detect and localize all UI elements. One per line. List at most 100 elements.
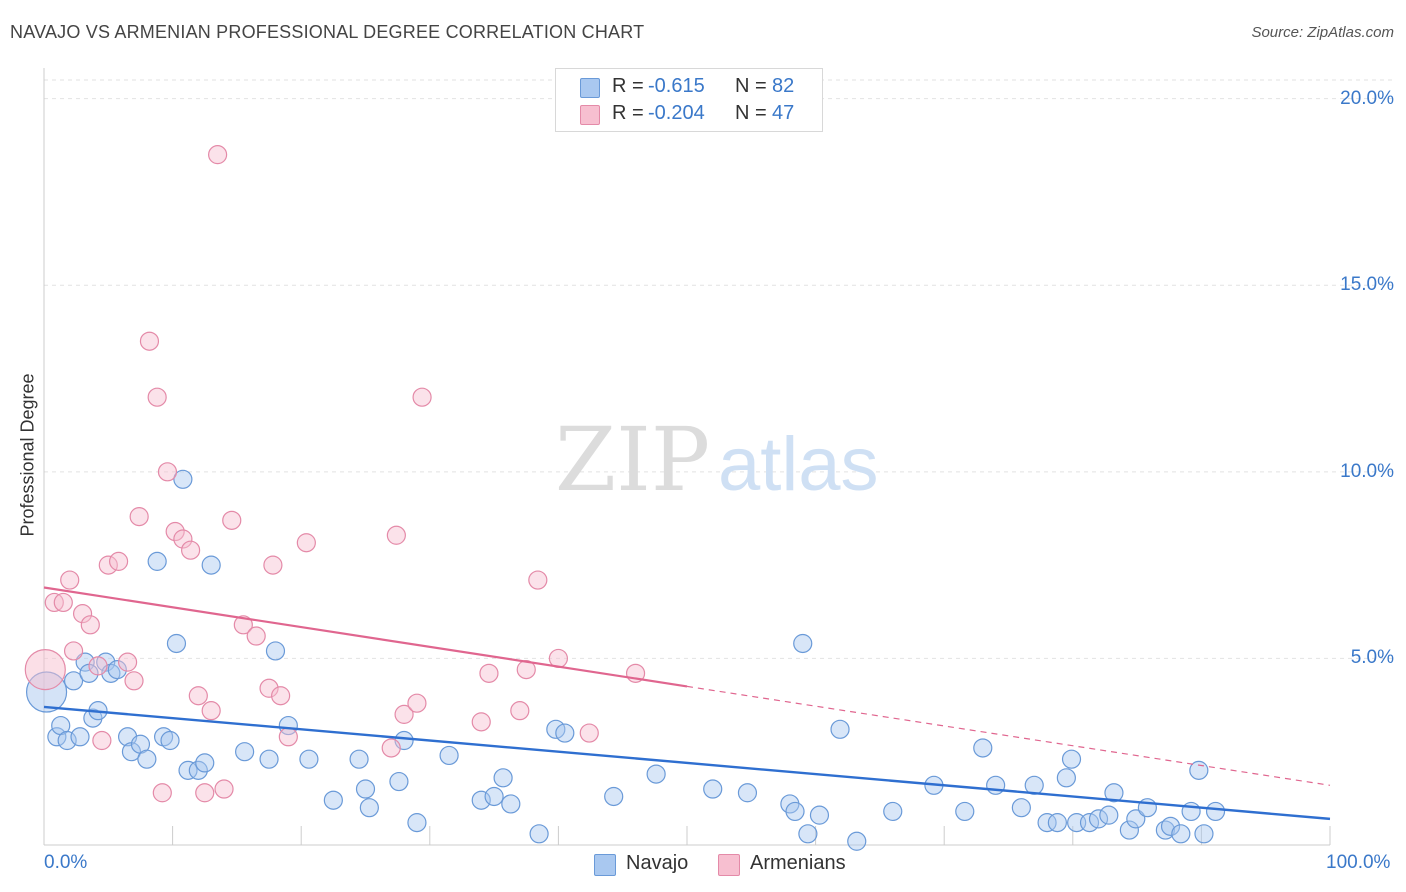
point-navajo xyxy=(178,760,198,780)
point-navajo xyxy=(137,749,157,769)
point-armenians xyxy=(233,615,253,635)
point-armenians xyxy=(381,738,401,758)
point-armenians xyxy=(296,533,316,553)
point-navajo xyxy=(883,801,903,822)
legend-n-value: 82 xyxy=(772,75,795,97)
point-navajo xyxy=(1047,813,1067,833)
point-navajo xyxy=(493,768,513,788)
trend-line-navajo xyxy=(43,705,1331,821)
point-armenians xyxy=(24,649,66,691)
point-armenians xyxy=(157,462,178,482)
point-armenians xyxy=(63,641,84,661)
point-armenians xyxy=(165,521,185,542)
trend-lines xyxy=(43,586,1331,821)
grid-lines xyxy=(44,79,1395,659)
point-navajo xyxy=(484,786,504,807)
point-armenians xyxy=(201,701,221,721)
point-navajo xyxy=(1037,813,1057,833)
point-navajo xyxy=(389,771,409,792)
point-armenians xyxy=(471,712,491,732)
legend-n-label: N = xyxy=(735,75,767,97)
point-navajo xyxy=(1171,824,1191,844)
point-navajo xyxy=(278,715,298,736)
watermark-atlas: atlas xyxy=(718,422,879,507)
y-axis-label: Professional Degree xyxy=(17,373,38,537)
y-tick-label: 20.0% xyxy=(1340,87,1394,109)
point-armenians xyxy=(53,592,73,613)
point-navajo xyxy=(1099,805,1119,825)
point-armenians xyxy=(271,686,291,706)
legend-swatch-armenians xyxy=(580,105,600,125)
point-navajo xyxy=(1155,820,1175,840)
watermark-zip: ZIP xyxy=(555,408,710,511)
point-armenians xyxy=(124,671,144,691)
point-navajo xyxy=(1011,798,1031,818)
point-navajo xyxy=(201,555,221,575)
point-navajo xyxy=(75,652,95,672)
point-armenians xyxy=(108,551,129,571)
point-navajo xyxy=(1104,783,1124,803)
point-navajo xyxy=(1088,809,1109,829)
y-tick-label: 10.0% xyxy=(1340,460,1394,482)
point-navajo xyxy=(265,641,286,661)
point-navajo xyxy=(785,801,805,822)
point-navajo xyxy=(1056,768,1076,788)
point-navajo xyxy=(323,790,343,810)
point-navajo xyxy=(107,660,127,680)
axes xyxy=(43,68,1331,846)
point-armenians xyxy=(394,704,414,724)
bottom-legend-swatch-armenians xyxy=(718,854,740,876)
source-label: Source: ZipAtlas.com xyxy=(1251,24,1394,41)
point-armenians xyxy=(208,145,228,165)
point-navajo xyxy=(847,831,867,851)
point-navajo xyxy=(173,469,193,489)
y-tick-label: 15.0% xyxy=(1340,274,1394,296)
bottom-legend-label-armenians: Armenians xyxy=(750,852,846,874)
point-armenians xyxy=(173,529,193,549)
point-navajo xyxy=(299,749,319,769)
x-tick-min: 0.0% xyxy=(44,852,88,873)
point-navajo xyxy=(830,719,850,739)
watermark: ZIP atlas xyxy=(555,408,879,511)
point-navajo xyxy=(70,727,90,747)
point-armenians xyxy=(386,525,406,545)
point-armenians xyxy=(222,510,242,530)
point-navajo xyxy=(57,730,77,751)
point-armenians xyxy=(88,656,108,676)
legend-r-label: R = xyxy=(612,75,644,97)
point-navajo xyxy=(439,745,459,766)
stats-legend: R = -0.615 N = 82 R = -0.204 N = 47 xyxy=(555,68,823,132)
point-navajo xyxy=(1205,801,1226,822)
bottom-legend-label-navajo: Navajo xyxy=(626,852,689,874)
point-navajo xyxy=(1126,809,1146,829)
data-points xyxy=(24,145,1226,851)
x-tick-max: 100.0% xyxy=(1326,852,1391,873)
point-armenians xyxy=(129,507,149,527)
point-navajo xyxy=(955,801,975,822)
point-armenians xyxy=(60,570,80,590)
trend-line-armenians xyxy=(43,586,688,688)
point-navajo xyxy=(973,738,993,758)
point-navajo xyxy=(809,805,830,825)
point-navajo xyxy=(147,551,167,571)
point-armenians xyxy=(195,783,215,803)
y-tick-label: 5.0% xyxy=(1350,647,1394,669)
point-navajo xyxy=(529,824,549,844)
point-navajo xyxy=(166,633,187,654)
point-armenians xyxy=(579,723,599,743)
point-navajo xyxy=(1119,820,1139,840)
point-armenians xyxy=(263,555,283,575)
point-navajo xyxy=(188,760,208,780)
point-navajo xyxy=(259,749,279,769)
point-armenians xyxy=(188,686,208,706)
legend-r-value: -0.615 xyxy=(648,75,705,97)
point-armenians xyxy=(147,387,167,407)
point-navajo xyxy=(359,798,379,818)
point-navajo xyxy=(195,753,215,773)
point-navajo xyxy=(349,749,369,769)
point-navajo xyxy=(355,779,376,799)
legend-n-label: N = xyxy=(735,102,767,124)
point-navajo xyxy=(1194,824,1214,844)
point-armenians xyxy=(510,701,530,721)
